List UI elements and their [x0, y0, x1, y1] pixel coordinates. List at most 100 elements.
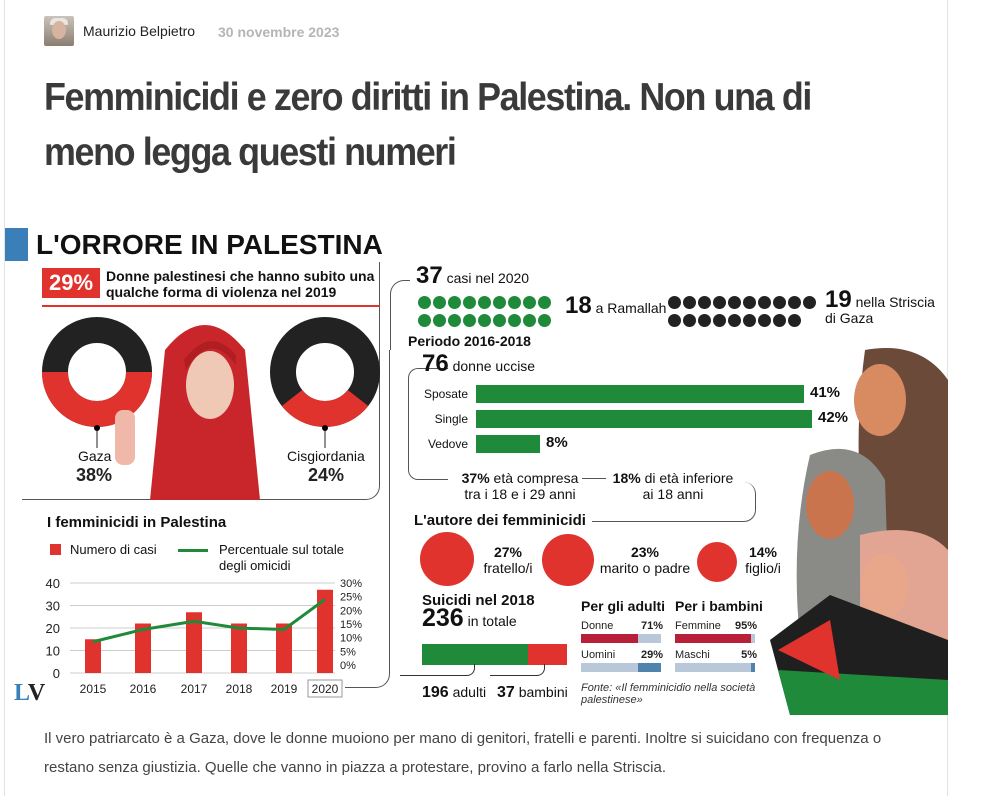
lv-logo: LV: [14, 680, 46, 706]
cisgiordania-donut-red: [281, 389, 369, 427]
status-value: 8%: [546, 434, 568, 451]
period-label: Periodo 2016-2018: [408, 333, 531, 349]
case-dot: [478, 296, 491, 309]
case-dot: [728, 314, 741, 327]
case-dot: [683, 314, 696, 327]
y2-tick-label: 30%: [340, 578, 362, 590]
suicides-adults: 196 adulti: [422, 684, 487, 701]
y2-tick-label: 0%: [340, 660, 356, 672]
son-stat: 14% figlio/i: [745, 544, 781, 576]
age-under-18: 18% di età inferiore ai 18 anni: [612, 470, 734, 502]
chart-bar: [317, 589, 333, 673]
gaza-label: Gaza: [78, 448, 112, 464]
y2-tick-label: 20%: [340, 605, 362, 617]
brother-circle: [420, 532, 474, 586]
y-tick-label: 30: [46, 599, 60, 614]
adults-title: Per gli adulti: [581, 598, 666, 614]
divider: [42, 305, 380, 307]
author-avatar[interactable]: [44, 16, 74, 46]
status-label: Sposate: [423, 387, 468, 401]
y-tick-label: 0: [53, 666, 60, 681]
suicides-connector-2: [490, 664, 545, 676]
husband-stat: 23% marito o padre: [599, 544, 691, 576]
brother-stat: 27% fratello/i: [483, 544, 533, 576]
case-dot: [523, 314, 536, 327]
chart-bar: [276, 623, 292, 673]
case-dot: [508, 314, 521, 327]
x-tick-label: 2015: [80, 682, 107, 696]
x-tick-label: 2020: [312, 682, 339, 696]
gaza-donut-red: [42, 371, 152, 427]
case-dot: [743, 296, 756, 309]
y-tick-label: 40: [46, 576, 60, 591]
legend-line-label: Percentuale sul totale degli omicidi: [219, 542, 345, 573]
donuts: [42, 317, 380, 500]
breakdown-value: 71%: [640, 620, 663, 632]
chart-plot: 40 30 20 10 0 30% 25%20% 15% 10%5% 0% 2015 2016 2017…: [46, 576, 362, 698]
infographic: L'ORRORE IN PALESTINA 29% Donne palestin…: [5, 228, 948, 715]
x-tick-label: 2019: [271, 682, 298, 696]
case-dot: [758, 296, 771, 309]
status-bar: [476, 385, 804, 403]
legend-bar-label: Numero di casi: [70, 542, 157, 557]
case-dot: [418, 314, 431, 327]
status-label: Vedove: [427, 437, 468, 451]
status-value: 42%: [818, 409, 849, 426]
suicide-breakdown: Donne 71% Uomini 29% Femmine 95% Maschi …: [581, 620, 771, 680]
case-dot: [698, 314, 711, 327]
chart-frame: [345, 350, 390, 688]
case-dot: [758, 314, 771, 327]
violence-text: Donne palestinesi che hanno subito una q…: [106, 268, 375, 300]
chart-line: [92, 598, 326, 644]
status-bar: [476, 435, 540, 453]
authors-title: L'autore dei femminicidi: [414, 513, 592, 529]
case-dot: [448, 314, 461, 327]
publish-date: 30 novembre 2023: [218, 24, 340, 40]
case-dot: [803, 296, 816, 309]
suicides-children: 37 bambini: [497, 684, 568, 701]
cisgiordania-value: 24%: [308, 465, 345, 485]
case-dot: [773, 314, 786, 327]
case-dot: [418, 296, 431, 309]
x-label-highlight: [307, 679, 343, 698]
age-connector: [582, 478, 606, 479]
chart-bar: [231, 623, 247, 673]
son-circle: [697, 542, 737, 582]
breakdown-label: Donne: [581, 620, 614, 632]
breakdown-value: 95%: [734, 620, 757, 632]
chart-bar: [85, 639, 101, 673]
cisgiordania-label: Cisgiordania: [287, 448, 365, 464]
article-caption: Il vero patriarcato è a Gaza, dove le do…: [44, 730, 882, 776]
y-tick-label: 10: [46, 644, 60, 659]
case-dot: [508, 296, 521, 309]
killed-count: 76 donne uccise: [422, 350, 536, 377]
breakdown-label: Femmine: [675, 620, 721, 632]
y2-tick-label: 5%: [340, 646, 356, 658]
x-tick-label: 2018: [226, 682, 253, 696]
breakdown-bar: [675, 634, 755, 643]
case-dot: [668, 314, 681, 327]
case-dot: [788, 296, 801, 309]
legend-bar-swatch: [50, 544, 61, 555]
age-18-29: 37% età compresa tra i 18 e i 29 anni: [461, 470, 579, 502]
violence-pct: 29%: [42, 268, 100, 298]
women-illustration: [770, 348, 948, 715]
case-dot: [713, 296, 726, 309]
husband-circle: [542, 534, 594, 586]
breakdown-value: 5%: [741, 649, 757, 661]
killed-frame: [408, 368, 448, 480]
case-dot: [683, 296, 696, 309]
infographic-title: L'ORRORE IN PALESTINA: [36, 229, 383, 260]
status-bar: [476, 410, 812, 428]
gaza-value: 38%: [76, 465, 113, 485]
ramallah-count: 18 a Ramallah: [565, 292, 667, 319]
cases-2020: 37 casi nel 2020: [416, 262, 530, 289]
breakdown-label: Maschi: [675, 649, 710, 661]
ramallah-dots: [418, 296, 558, 332]
chart-frame-top: [390, 280, 410, 350]
article-title: Femminicidi e zero diritti in Palestina.…: [44, 76, 812, 174]
case-dot: [493, 296, 506, 309]
x-tick-label: 2017: [181, 682, 208, 696]
author-name[interactable]: Maurizio Belpietro: [83, 23, 196, 39]
legend-line-swatch: [178, 549, 208, 552]
